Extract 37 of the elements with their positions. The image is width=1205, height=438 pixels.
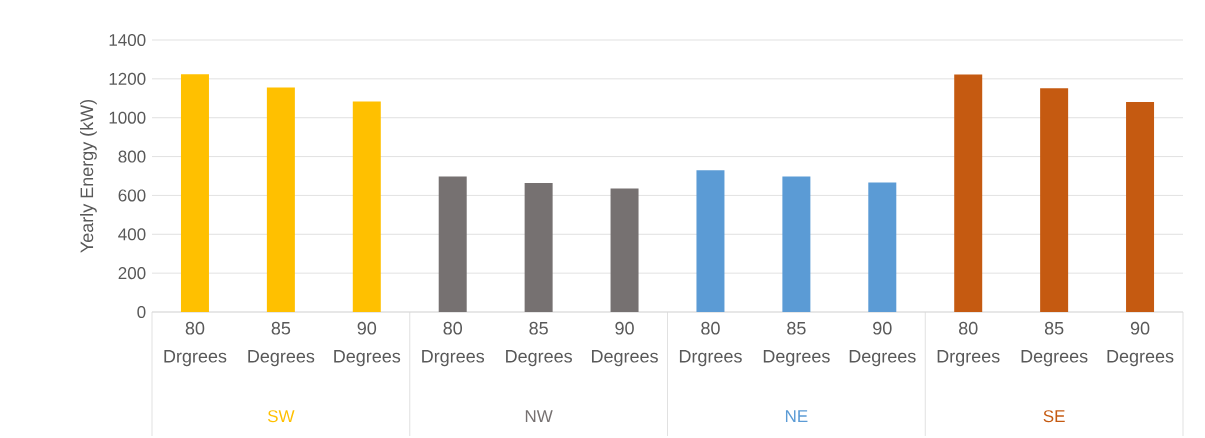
bar: [1126, 101, 1155, 312]
x-tick-label: 80 Drgrees: [937, 321, 1000, 367]
x-tick-label: 80 Drgrees: [164, 321, 227, 367]
y-tick-label: 600: [118, 189, 146, 202]
y-tick-label: 1000: [109, 111, 146, 124]
y-tick-label: 800: [118, 150, 146, 163]
bar: [1040, 88, 1069, 312]
bar: [868, 182, 897, 312]
bar: [954, 74, 983, 312]
x-tick-label: 80 Drgrees: [679, 321, 742, 367]
y-tick-label: 1400: [109, 33, 146, 47]
x-tick-label: 85 Degrees: [506, 321, 572, 367]
x-tick-label: 80 Drgrees: [422, 321, 485, 367]
bar: [782, 176, 811, 312]
text: SE: [1043, 410, 1065, 423]
text: SW: [267, 410, 295, 423]
y-axis-title: Yearly Energy (kW): [80, 99, 97, 253]
x-tick-label: 85 Degrees: [763, 321, 830, 367]
y-tick-label: 0: [137, 305, 146, 319]
y-tick-label: 200: [118, 267, 146, 280]
x-tick-label: 85 Degrees: [248, 321, 315, 367]
x-tick-label: 90 Degrees: [592, 321, 658, 367]
bar: [610, 188, 639, 312]
y-tick-label: 1200: [109, 72, 146, 85]
bar: [266, 87, 295, 312]
bar: [696, 170, 725, 312]
x-tick-label: 90 Degrees: [849, 321, 916, 367]
x-tick-label: 85 Degrees: [1021, 321, 1088, 367]
bar: [352, 101, 381, 312]
bar: [180, 74, 209, 312]
y-tick-label: 400: [118, 228, 146, 241]
x-tick-label: 90 Degrees: [334, 321, 401, 367]
text: NE: [785, 410, 808, 422]
bar: [438, 176, 467, 312]
x-tick-label: 90 Degrees: [1107, 321, 1174, 367]
text: NW: [525, 410, 553, 422]
bar: [524, 182, 553, 312]
